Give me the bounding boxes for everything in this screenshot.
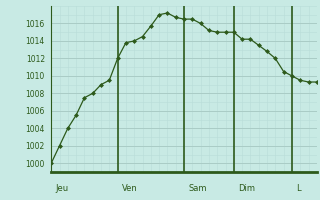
- Text: Jeu: Jeu: [55, 184, 68, 193]
- Text: L: L: [296, 184, 301, 193]
- Text: Dim: Dim: [238, 184, 255, 193]
- Text: Sam: Sam: [188, 184, 207, 193]
- Text: Ven: Ven: [122, 184, 138, 193]
